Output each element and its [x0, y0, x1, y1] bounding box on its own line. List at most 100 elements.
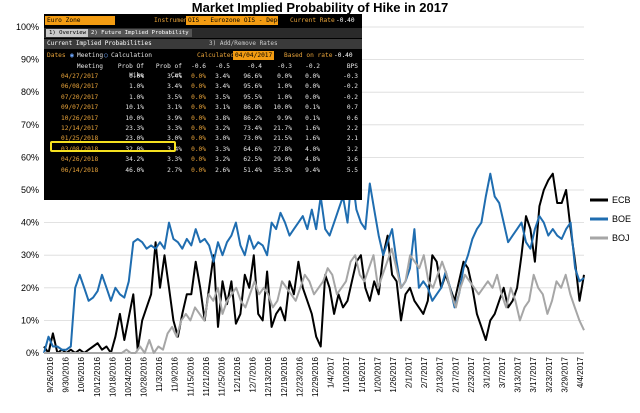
column-header: -0.6 — [191, 63, 206, 70]
meeting-date: 04/27/2017 — [61, 73, 99, 80]
current-rate-value: -0.40 — [336, 17, 355, 24]
table-cell: 86.8% — [243, 104, 262, 112]
x-tick-label: 12/7/2016 — [249, 356, 258, 392]
table-cell: 3.6 — [346, 156, 358, 164]
x-tick-label: 3/7/2017 — [498, 356, 507, 388]
table-row[interactable]: 09/07/2017 10.1% 3.1% 0.0% 3.1% 86.8% 10.0% 0.1… — [44, 103, 362, 113]
table-row[interactable]: 06/14/2018 46.0% 2.7% 0.0% 2.6% 51.4% 35.3% 9.4… — [44, 166, 362, 176]
table-cell: 3.1% — [167, 104, 182, 112]
table-row[interactable]: 06/08/2017 1.0% 3.4% 0.0% 3.4% 95.6% 1.0% 0.0% -… — [44, 82, 362, 92]
table-row[interactable]: 07/20/2017 1.0% 3.5% 0.0% 3.5% 95.5% 1.0% 0.0% -… — [44, 93, 362, 103]
table-cell: 1.6% — [305, 125, 320, 132]
table-cell: 32.0% — [125, 145, 144, 153]
table-cell: 62.5% — [243, 156, 262, 164]
x-tick-label: 11/3/2016 — [155, 356, 164, 392]
table-cell: 0.0% — [191, 145, 206, 153]
meeting-date: 01/25/2018 — [61, 135, 99, 143]
controls-row: Dates ◉ Meeting ○ Calculation Calculated… — [44, 50, 362, 61]
table-cell: 64.6% — [243, 145, 262, 153]
table-cell: 3.4% — [215, 73, 230, 80]
table-cell: 0.6 — [346, 114, 358, 122]
x-tick-label: 1/20/2017 — [373, 356, 382, 392]
meeting-date: 03/08/2018 — [61, 145, 99, 153]
zone-select[interactable]: Euro Zone — [45, 16, 115, 25]
table-cell: 10.0% — [273, 104, 292, 112]
y-tick-label: 70% — [21, 120, 39, 130]
table-row[interactable]: 04/27/2017 0.0% 3.4% 0.0% 3.4% 96.6% 0.0% 0.0% -… — [44, 72, 362, 82]
legend-label-boe: BOE — [612, 214, 631, 224]
table-cell: 34.2% — [125, 156, 144, 164]
table-cell: 0.0% — [191, 166, 206, 174]
column-header: BPS — [346, 63, 358, 70]
add-remove-rates-button[interactable]: 3) Add/Remove Rates — [209, 40, 278, 47]
table-cell: 0.0% — [305, 83, 320, 91]
table-cell: 3.5% — [215, 93, 230, 101]
x-tick-label: 4/4/2017 — [576, 356, 585, 388]
meeting-option[interactable]: Meeting — [77, 52, 104, 59]
table-cell: 1.0% — [129, 93, 144, 101]
meeting-date: 10/26/2017 — [61, 114, 99, 122]
table-cell: 1.0% — [129, 83, 144, 91]
calculated-date-field[interactable]: 04/04/2017 — [233, 51, 275, 60]
table-cell: 0.7 — [346, 104, 358, 112]
based-on-label: Based on rate — [284, 52, 333, 59]
table-cell: 21.7% — [273, 125, 292, 132]
dates-label: Dates — [47, 52, 66, 59]
table-cell: 27.8% — [273, 145, 292, 153]
meeting-date: 09/07/2017 — [61, 104, 99, 112]
table-cell: 0.0% — [191, 104, 206, 112]
x-tick-label: 3/29/2017 — [560, 356, 569, 392]
x-tick-label: 2/23/2017 — [467, 356, 476, 392]
table-cell: 10.1% — [125, 104, 144, 112]
calculated-label: Calculated — [197, 52, 235, 59]
table-cell: 0.0% — [191, 83, 206, 91]
table-cell: -0.3 — [343, 73, 358, 80]
tab-bar: 1) Overview 2) Future Implied Probabilit… — [44, 28, 362, 38]
table-row[interactable]: 01/25/2018 23.0% 3.0% 0.0% 3.0% 73.0% 21.5% 1.6… — [44, 134, 362, 144]
instrument-select[interactable]: OIS - Eurozone OIS - Deposit Ra — [186, 16, 278, 25]
table-cell: 3.3% — [167, 156, 182, 164]
y-tick-label: 90% — [21, 55, 39, 65]
meeting-date: 07/20/2017 — [61, 93, 99, 101]
table-cell: 0.0% — [191, 125, 206, 132]
y-tick-label: 20% — [21, 283, 39, 293]
table-row[interactable]: 12/14/2017 23.3% 3.3% 0.0% 3.2% 73.4% 21.7% 1.6… — [44, 124, 362, 134]
meeting-date: 06/08/2017 — [61, 83, 99, 91]
table-cell: 0.0% — [191, 135, 206, 143]
chart-title: Market Implied Probability of Hike in 20… — [192, 0, 448, 15]
based-on-value: -0.40 — [334, 52, 353, 59]
y-axis: 0% 10% 20% 30% 40% 50% 60% 70% 80% 90% 100% — [16, 22, 39, 358]
table-cell: 73.4% — [243, 125, 262, 132]
highlight-box — [50, 141, 176, 152]
table-cell: 96.6% — [243, 73, 262, 80]
tab-overview[interactable]: 1) Overview — [46, 29, 90, 37]
y-tick-label: 60% — [21, 152, 39, 162]
x-tick-label: 11/25/2016 — [217, 356, 226, 396]
table-row[interactable]: 10/26/2017 10.0% 3.9% 0.0% 3.8% 86.2% 9.9% 0.1%… — [44, 114, 362, 124]
x-tick-label: 10/24/2016 — [124, 356, 133, 397]
table-cell: 0.0% — [129, 73, 144, 80]
table-cell: 4.0% — [305, 145, 320, 153]
column-header: -0.4 — [247, 63, 262, 70]
y-tick-label: 40% — [21, 218, 39, 228]
column-header: -0.5 — [215, 63, 230, 70]
x-tick-label: 1/16/2017 — [358, 356, 367, 392]
table-cell: 4.8% — [305, 156, 320, 164]
table-cell: 0.1% — [305, 104, 320, 112]
tab-future-implied-probability[interactable]: 2) Future Implied Probability — [88, 29, 192, 37]
x-axis: 9/26/2016 9/30/2016 10/6/2016 10/12/2016 10/… — [44, 352, 585, 397]
table-cell: 0.0% — [191, 73, 206, 80]
table-cell: 0.0% — [305, 93, 320, 101]
table-row[interactable]: 04/26/2018 34.2% 3.3% 0.0% 3.2% 62.5% 29.0% 4.8… — [44, 155, 362, 165]
x-tick-label: 10/18/2016 — [108, 356, 117, 397]
legend: ECB BOE BOJ — [590, 195, 631, 243]
x-tick-label: 11/9/2016 — [171, 356, 180, 392]
meeting-radio-icon[interactable]: ◉ — [70, 52, 74, 59]
x-tick-label: 3/17/2017 — [529, 356, 538, 392]
calculation-radio-icon[interactable]: ○ — [104, 52, 108, 59]
table-cell: 3.4% — [167, 83, 182, 91]
table-cell: 3.2 — [346, 145, 358, 153]
table-cell: 2.7% — [167, 166, 182, 174]
table-cell: 73.0% — [243, 135, 262, 143]
calculation-option[interactable]: Calculation — [111, 52, 152, 59]
